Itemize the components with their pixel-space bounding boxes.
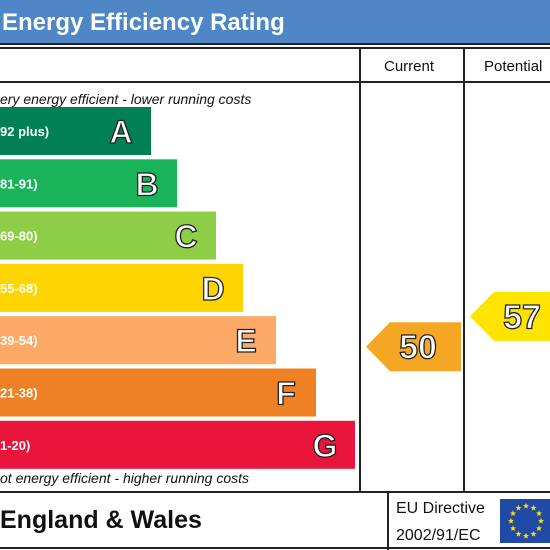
band-bar-g <box>0 420 355 469</box>
band-b: 81-91) B <box>0 159 177 208</box>
directive-label: EU Directive <box>396 500 485 517</box>
eu-flag-icon <box>500 499 550 543</box>
band-c: 69-80) C <box>0 211 216 260</box>
band-range-label: 92 plus) <box>0 124 49 139</box>
band-letter: F <box>276 376 296 412</box>
eu-flag-star <box>515 504 522 511</box>
band-bar-e <box>0 316 276 365</box>
band-bar-d <box>0 263 243 312</box>
band-range-label: 55-68) <box>0 281 38 296</box>
eu-flag-star <box>535 525 543 532</box>
chart-title: Energy Efficiency Rating <box>2 9 285 36</box>
eu-flag-star <box>522 532 530 539</box>
band-range-label: 39-54) <box>0 333 38 348</box>
band-letter: B <box>135 166 158 202</box>
table-grid <box>0 47 550 550</box>
country-label: England & Wales <box>0 506 202 534</box>
eu-flag-star <box>530 530 537 537</box>
band-range-label: 81-91) <box>0 176 38 191</box>
directive-number: 2002/91/EC <box>396 527 481 544</box>
band-bar-f <box>0 368 316 417</box>
band-g: 1-20) G <box>0 420 355 469</box>
eu-flag-star <box>537 517 545 524</box>
band-letter: E <box>235 323 256 359</box>
eu-flag-star <box>522 502 530 509</box>
band-d: 55-68) D <box>0 263 243 312</box>
eu-flag-star <box>507 517 515 524</box>
rating-bands: 92 plus) A 81-91) B 69-80) C 55-68) D 39-54) E 21-… <box>0 107 355 469</box>
eu-flag-star <box>530 504 537 511</box>
eu-flag-star <box>509 525 517 532</box>
band-bar-a <box>0 107 151 155</box>
current-column-header: Current <box>384 58 435 75</box>
band-range-label: 1-20) <box>0 438 30 453</box>
potential-rating-arrow-shape <box>470 291 550 341</box>
eu-flag-star <box>509 510 517 517</box>
band-f: 21-38) F <box>0 368 316 417</box>
eu-flag-star <box>535 510 543 517</box>
potential-rating-arrow-value: 57 <box>503 298 541 336</box>
potential-column-header: Potential <box>484 58 543 75</box>
band-letter: A <box>109 114 132 150</box>
current-rating-arrow-shape <box>366 322 461 372</box>
band-range-label: 69-80) <box>0 229 38 244</box>
table-outer-border <box>0 47 550 549</box>
rating-arrows: 50 57 <box>366 291 550 372</box>
current-rating-arrow-value: 50 <box>399 329 437 367</box>
efficient-note: ery energy efficient - lower running cos… <box>0 91 252 107</box>
band-letter: D <box>201 271 224 307</box>
inefficient-note: ot energy efficient - higher running cos… <box>0 470 250 486</box>
title-bar: Energy Efficiency Rating <box>0 0 550 45</box>
potential-rating-arrow: 57 <box>470 291 550 341</box>
band-a: 92 plus) A <box>0 107 151 155</box>
band-letter: G <box>313 428 338 464</box>
band-e: 39-54) E <box>0 316 276 365</box>
eu-flag-star <box>515 530 522 537</box>
band-range-label: 21-38) <box>0 386 38 401</box>
band-letter: C <box>174 219 197 255</box>
band-bar-b <box>0 159 177 208</box>
band-bar-c <box>0 211 216 260</box>
current-rating-arrow: 50 <box>366 322 461 372</box>
